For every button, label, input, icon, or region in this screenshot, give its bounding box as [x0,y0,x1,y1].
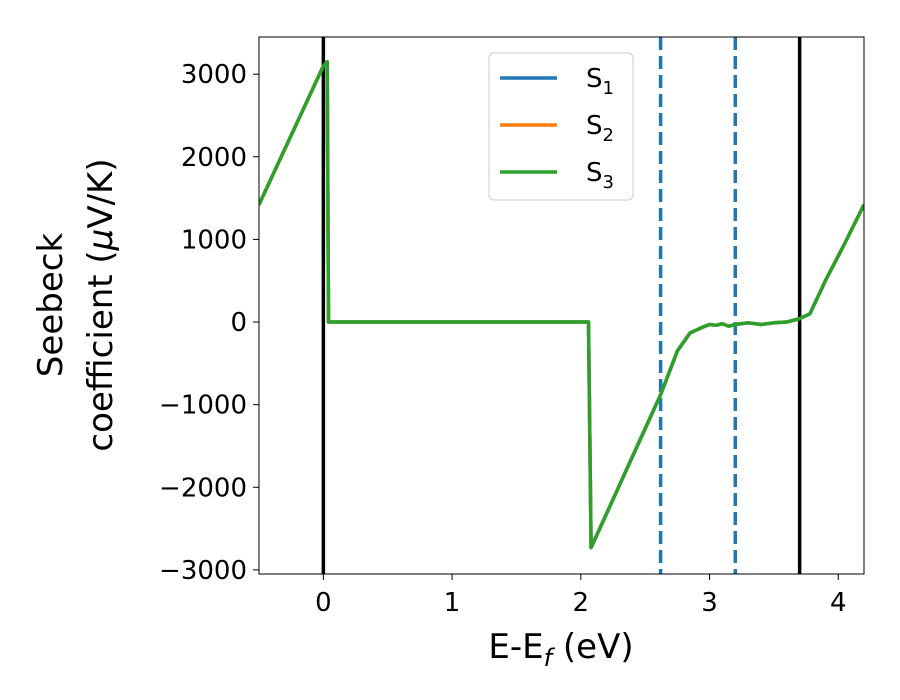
plot-frame [258,36,865,575]
y-axis-label: Seebeck coefficient (μV/K) [31,158,121,451]
y-tick-label: −1000 [159,391,247,421]
x-axis: 0 1 2 3 4 [315,574,847,618]
x-tick-label: 0 [315,588,332,618]
y-tick-label: 2000 [181,143,247,173]
legend-box [488,52,634,201]
series-line-s3 [259,60,864,550]
y-tick-label: 3000 [181,60,247,90]
y-axis-label-line1: Seebeck [31,233,71,378]
x-tick-label: 1 [444,588,461,618]
x-tick-label: 4 [830,588,847,618]
y-tick-label: 1000 [181,225,247,255]
vertical-lines [321,37,802,574]
legend-label-s2: S2 [586,111,614,146]
legend-label-s3: S3 [586,158,614,193]
x-tick-label: 3 [701,588,718,618]
x-tick-label: 2 [573,588,590,618]
series-lines [259,60,864,550]
legend-label-s1: S1 [586,64,614,99]
y-axis-label-line2: coefficient (μV/K) [81,158,121,451]
x-axis-label: E-Ef (eV) [488,627,633,672]
y-tick-label: −2000 [159,473,247,503]
y-tick-label: −3000 [159,556,247,586]
y-tick-label: 0 [230,308,247,338]
y-axis: −3000 −2000 −1000 0 1000 2000 3000 [159,60,259,586]
legend: S1 S2 S3 [488,52,634,201]
